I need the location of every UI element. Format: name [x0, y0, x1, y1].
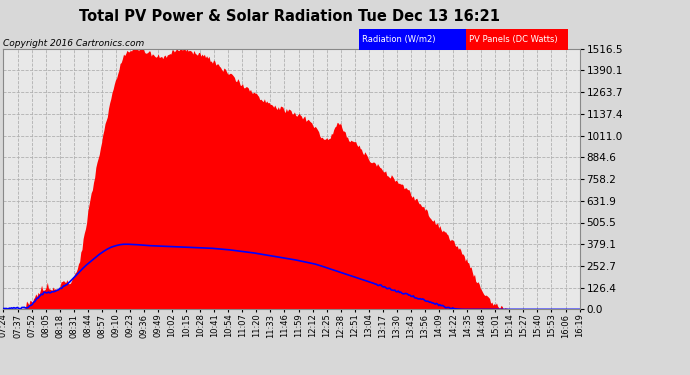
- Text: Copyright 2016 Cartronics.com: Copyright 2016 Cartronics.com: [3, 39, 145, 48]
- Text: Total PV Power & Solar Radiation Tue Dec 13 16:21: Total PV Power & Solar Radiation Tue Dec…: [79, 9, 500, 24]
- Text: Radiation (W/m2): Radiation (W/m2): [362, 35, 435, 44]
- Text: PV Panels (DC Watts): PV Panels (DC Watts): [469, 35, 557, 44]
